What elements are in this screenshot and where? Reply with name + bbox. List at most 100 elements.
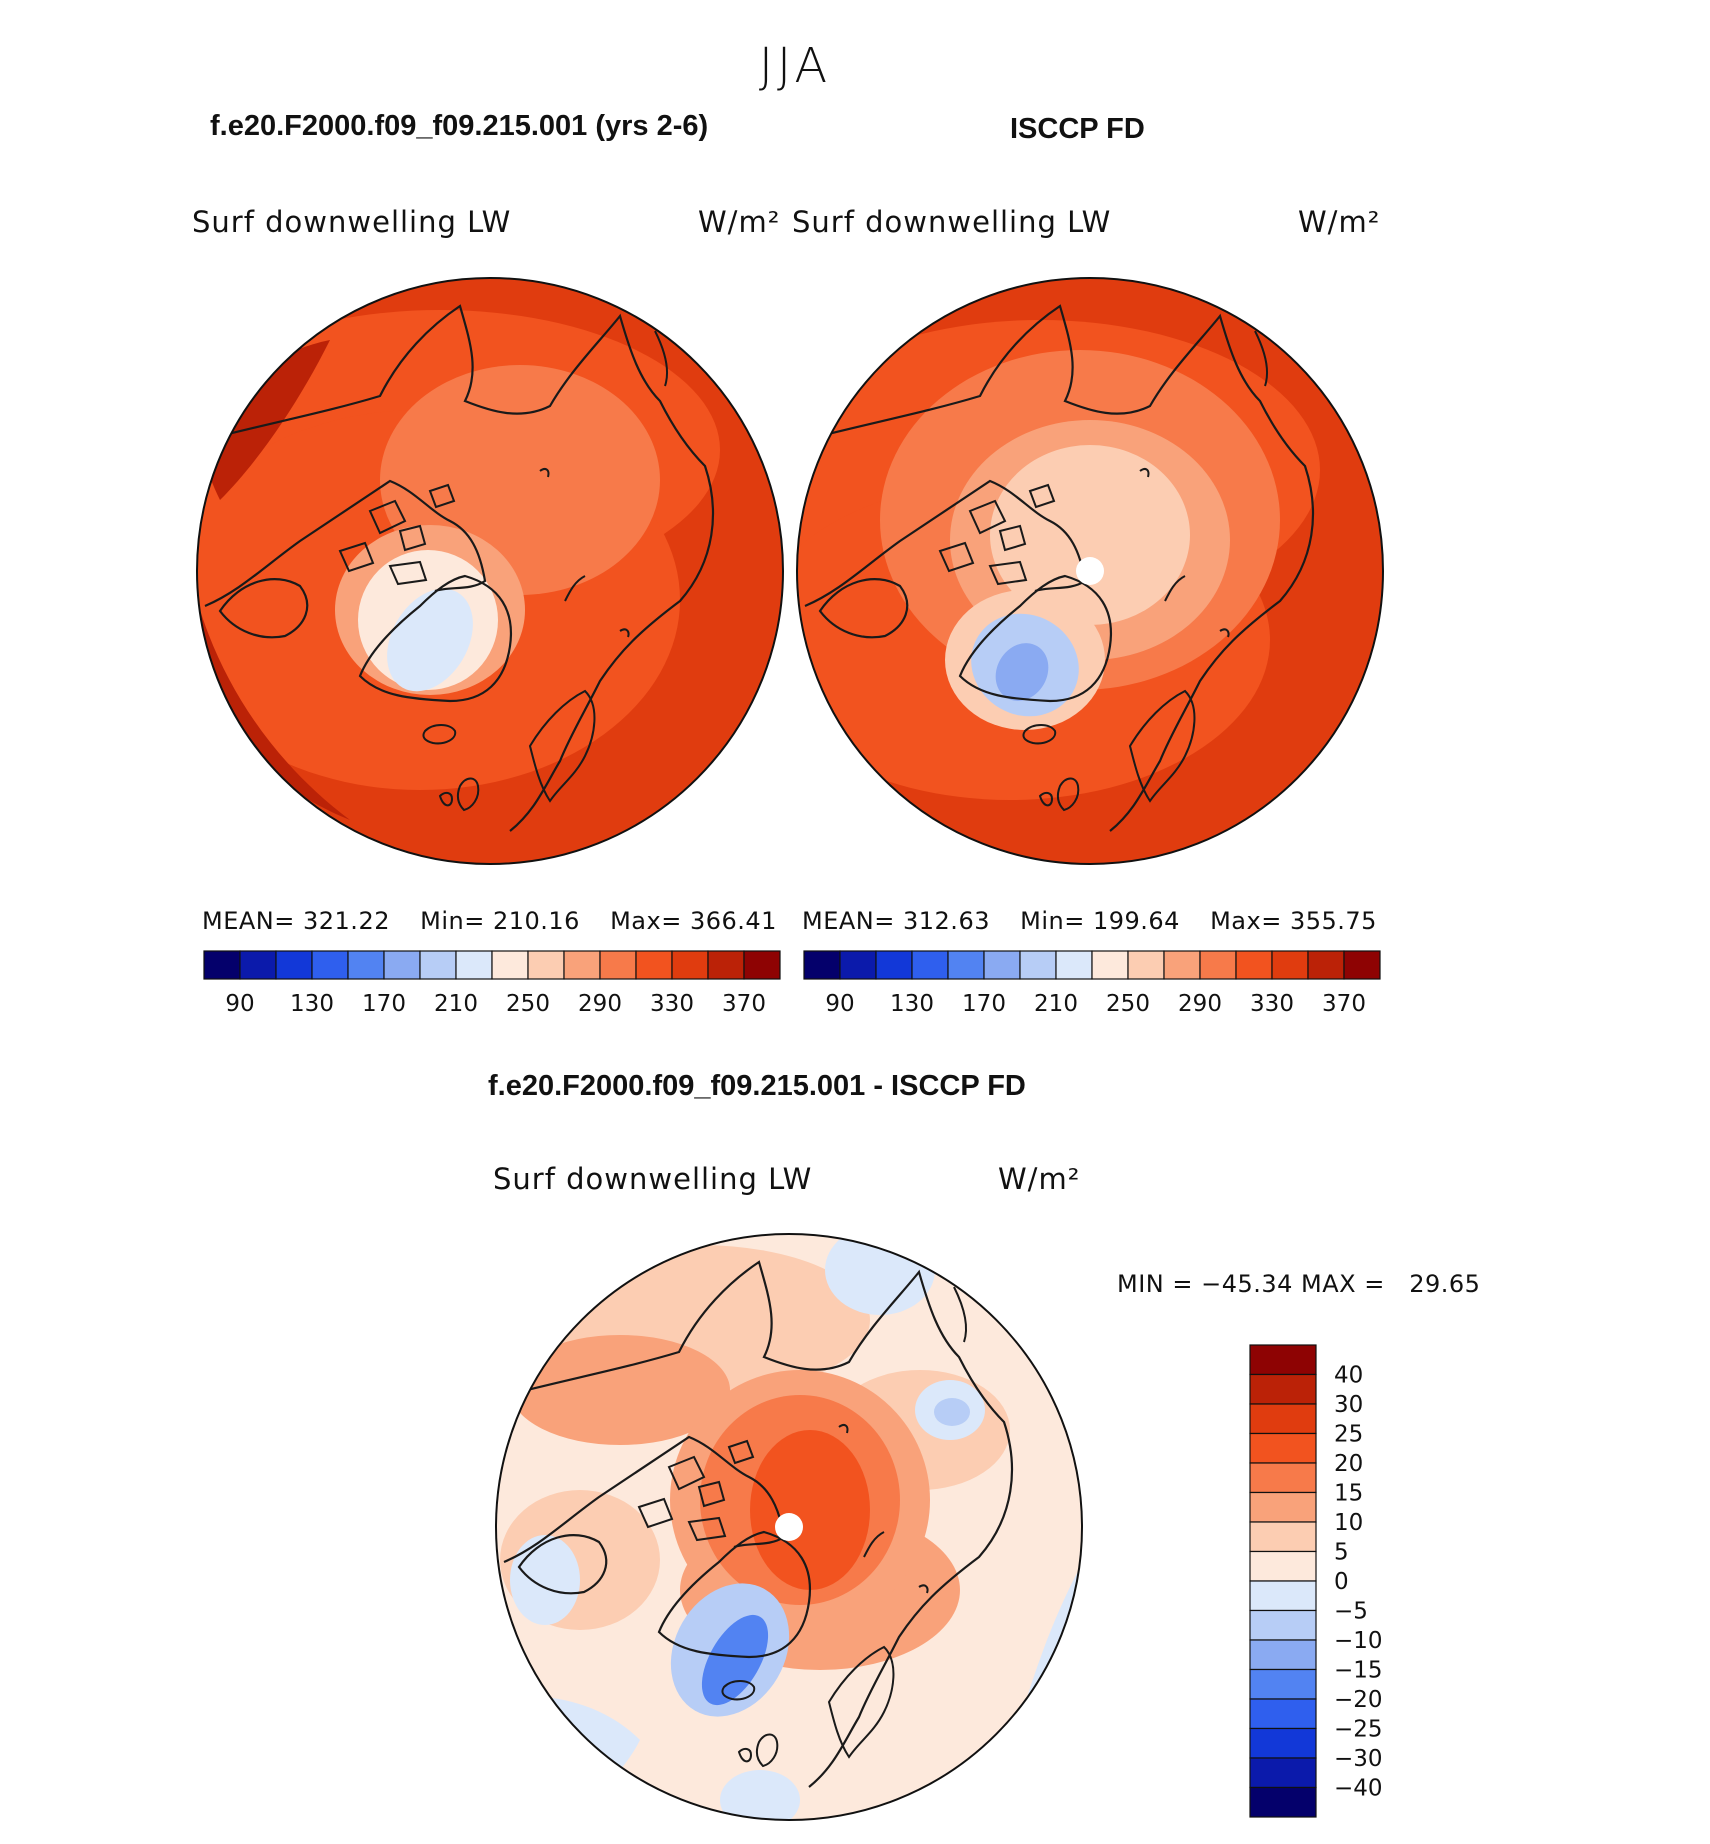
obs-variable-label: Surf downwelling LW [792, 205, 1112, 239]
model-mean-value: 321.22 [303, 907, 390, 935]
diff-colorbar-swatch [1249, 1698, 1317, 1730]
model-colorbar-swatch [707, 950, 745, 980]
model-colorbar-swatch [527, 950, 565, 980]
model-colorbar-tick-label: 130 [290, 991, 334, 1017]
obs-colorbar-swatch [1199, 950, 1237, 980]
model-colorbar-swatch [383, 950, 421, 980]
obs-min-label: Min= [1020, 907, 1085, 935]
model-min-label: Min= [420, 907, 485, 935]
diff-colorbar-swatch [1249, 1550, 1317, 1582]
diff-colorbar-swatch [1249, 1462, 1317, 1494]
obs-colorbar-swatch [875, 950, 913, 980]
model-colorbar-tick-label: 210 [434, 991, 478, 1017]
obs-colorbar-tick-label: 90 [825, 991, 854, 1017]
diff-colorbar-tick-label: −5 [1334, 1599, 1368, 1625]
model-min-value: 210.16 [492, 907, 580, 935]
model-colorbar-swatch [491, 950, 529, 980]
diff-colorbar-tick-label: 10 [1334, 1510, 1363, 1536]
diff-colorbar-swatch [1249, 1521, 1317, 1553]
model-max-value: 366.41 [689, 907, 777, 935]
obs-colorbar-swatch [1163, 950, 1201, 980]
model-colorbar-tick-label: 330 [650, 991, 694, 1017]
obs-max-value: 355.75 [1289, 907, 1377, 935]
obs-colorbar-tick-label: 130 [890, 991, 934, 1017]
diff-colorbar-swatch [1249, 1757, 1317, 1789]
obs-colorbar-tick-label: 370 [1322, 991, 1366, 1017]
model-colorbar: 90 130 170 210 250 290 330 370 [203, 950, 781, 1017]
model-colorbar-swatch [347, 950, 385, 980]
obs-colorbar-swatch [1307, 950, 1345, 980]
obs-colorbar-swatch [1343, 950, 1381, 980]
obs-units-label: W/m² [1298, 205, 1381, 239]
model-colorbar-swatch [635, 950, 673, 980]
obs-colorbar-swatch [1127, 950, 1165, 980]
diff-colorbar-swatch [1249, 1432, 1317, 1464]
diff-colorbar-tick-label: −25 [1334, 1717, 1383, 1743]
obs-colorbar-tick-label: 330 [1250, 991, 1294, 1017]
diff-colorbar-swatch [1249, 1786, 1317, 1818]
model-colorbar-swatch [311, 950, 349, 980]
model-colorbar-tick-label: 170 [362, 991, 406, 1017]
obs-polar-map [796, 277, 1384, 865]
obs-min-value: 199.64 [1092, 907, 1180, 935]
diff-colorbar-tick-label: 0 [1334, 1569, 1349, 1595]
diff-colorbar-tick-label: 5 [1334, 1540, 1349, 1566]
obs-panel-title: ISCCP FD [1010, 113, 1145, 145]
diff-colorbar: 40 30 25 20 15 10 5 0 −5 −10 −15 −20 −25 −30 −40 [1249, 1344, 1383, 1818]
obs-colorbar-tick-label: 290 [1178, 991, 1222, 1017]
model-colorbar-tick-label: 290 [578, 991, 622, 1017]
diff-colorbar-tick-label: −10 [1334, 1628, 1383, 1654]
diff-colorbar-tick-label: 25 [1334, 1422, 1363, 1448]
obs-colorbar-swatch [1055, 950, 1093, 980]
diff-variable-label: Surf downwelling LW [493, 1162, 813, 1196]
model-panel-title: f.e20.F2000.f09_f09.215.001 (yrs 2-6) [210, 110, 709, 142]
diff-colorbar-tick-label: 20 [1334, 1451, 1363, 1477]
model-colorbar-swatch [239, 950, 277, 980]
model-units-label: W/m² [698, 205, 781, 239]
diff-colorbar-tick-label: 15 [1334, 1481, 1363, 1507]
model-variable-label: Surf downwelling LW [192, 205, 512, 239]
model-colorbar-swatch [455, 950, 493, 980]
model-colorbar-swatch [203, 950, 241, 980]
obs-colorbar-swatch [803, 950, 841, 980]
diff-colorbar-swatch [1249, 1373, 1317, 1405]
obs-colorbar-tick-label: 210 [1034, 991, 1078, 1017]
obs-mean-value: 312.63 [903, 907, 990, 935]
model-colorbar-swatch [563, 950, 601, 980]
model-colorbar-swatch [599, 950, 637, 980]
obs-colorbar-swatch [947, 950, 985, 980]
diff-colorbar-swatch [1249, 1491, 1317, 1523]
obs-colorbar-swatch [911, 950, 949, 980]
obs-colorbar-swatch [1235, 950, 1273, 980]
model-max-label: Max= [610, 907, 682, 935]
obs-max-label: Max= [1210, 907, 1282, 935]
obs-stats: MEAN= 312.63 Min= 199.64 Max= 355.75 [802, 907, 1377, 935]
model-polar-map [196, 277, 784, 865]
obs-colorbar-swatch [1019, 950, 1057, 980]
diff-minmax: MIN = −45.34 MAX = 29.65 [1117, 1270, 1481, 1298]
diff-colorbar-tick-label: −20 [1334, 1687, 1383, 1713]
model-stats: MEAN= 321.22 Min= 210.16 Max= 366.41 [202, 907, 777, 935]
model-colorbar-tick-label: 90 [225, 991, 254, 1017]
obs-colorbar-tick-label: 250 [1106, 991, 1150, 1017]
model-colorbar-tick-label: 250 [506, 991, 550, 1017]
diff-colorbar-swatch [1249, 1403, 1317, 1435]
diff-colorbar-swatch [1249, 1344, 1317, 1376]
diff-units-label: W/m² [998, 1162, 1081, 1196]
obs-colorbar-swatch [983, 950, 1021, 980]
model-colorbar-swatch [743, 950, 781, 980]
model-colorbar-swatch [671, 950, 709, 980]
diff-polar-map [495, 1233, 1083, 1821]
obs-mean-label: MEAN= [802, 907, 895, 935]
diff-panel-title: f.e20.F2000.f09_f09.215.001 - ISCCP FD [488, 1070, 1026, 1102]
diff-colorbar-tick-label: −30 [1334, 1746, 1383, 1772]
season-title: JJA [758, 38, 832, 94]
model-colorbar-swatch [275, 950, 313, 980]
model-mean-label: MEAN= [202, 907, 295, 935]
diff-colorbar-swatch [1249, 1727, 1317, 1759]
diff-colorbar-tick-label: 40 [1334, 1363, 1363, 1389]
obs-colorbar-swatch [1091, 950, 1129, 980]
model-colorbar-swatch [419, 950, 457, 980]
obs-colorbar-swatch [839, 950, 877, 980]
model-colorbar-tick-label: 370 [722, 991, 766, 1017]
